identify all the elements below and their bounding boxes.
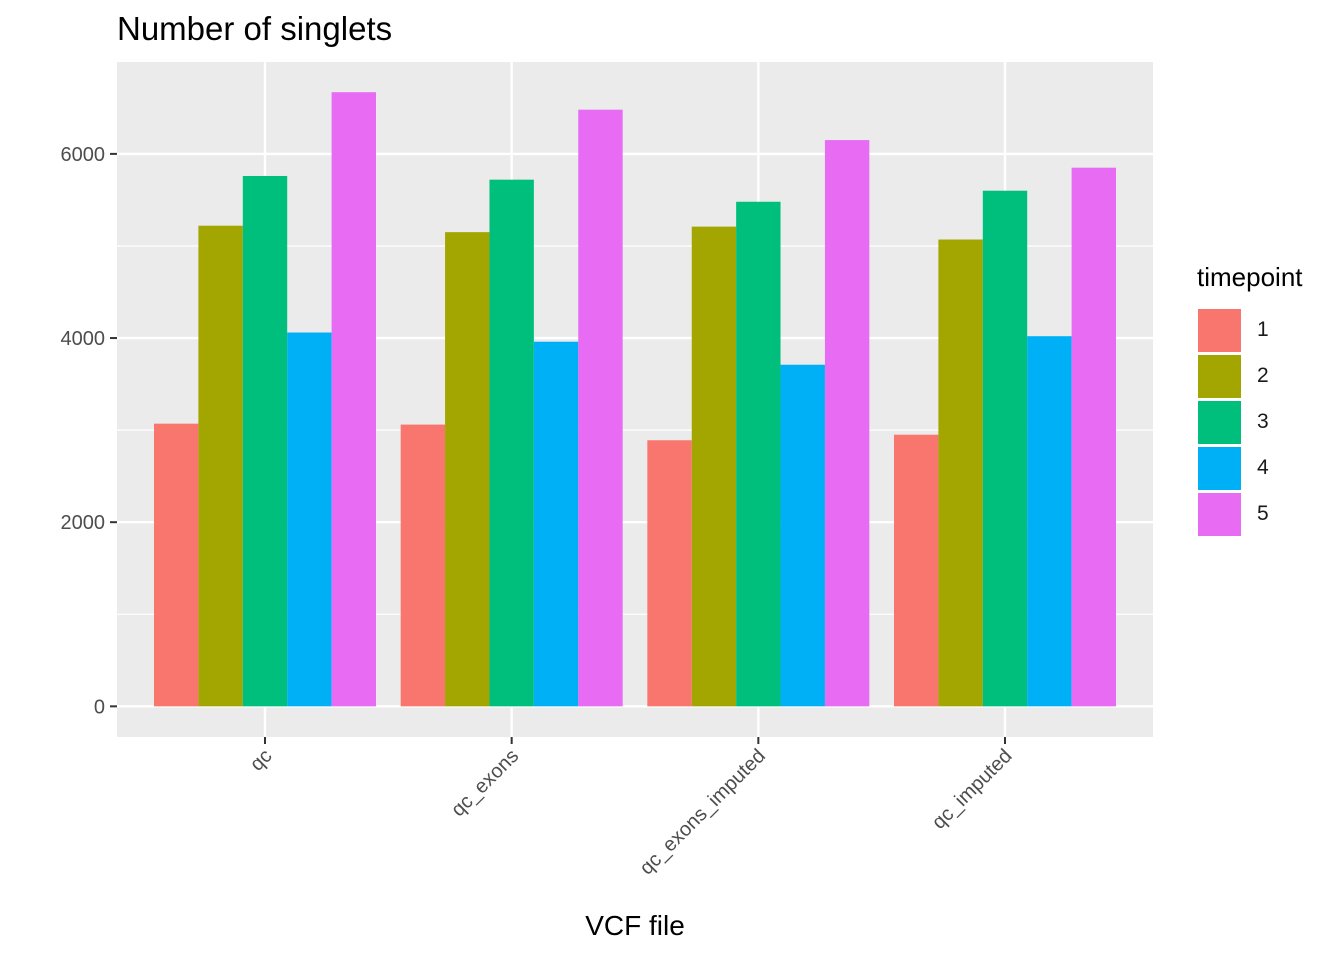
legend-label: 3 <box>1257 410 1269 433</box>
legend-swatch <box>1198 401 1241 444</box>
bar <box>894 434 939 707</box>
bar <box>331 92 376 707</box>
bar <box>938 239 983 707</box>
y-tick-label: 6000 <box>61 144 106 166</box>
y-axis: 0 2000 4000 6000 <box>61 144 117 718</box>
bar <box>489 179 534 707</box>
bars <box>154 92 1116 707</box>
x-axis: qc qc_exons qc_exons_imputed qc_imputed <box>246 737 1017 879</box>
bar <box>1071 167 1116 707</box>
legend-label: 2 <box>1257 364 1269 387</box>
bar <box>287 332 332 707</box>
bar <box>647 440 692 707</box>
x-tick-label: qc_exons <box>447 745 523 821</box>
bar <box>533 341 579 707</box>
bar <box>198 225 243 707</box>
x-tick-label: qc_imputed <box>928 745 1017 834</box>
bar <box>242 175 288 707</box>
chart-title: Number of singlets <box>117 10 393 47</box>
legend-label: 5 <box>1257 502 1269 525</box>
bar <box>736 201 781 707</box>
legend-label: 1 <box>1257 318 1269 341</box>
legend-swatch <box>1198 493 1241 536</box>
bar <box>400 424 446 707</box>
y-tick-label: 0 <box>94 696 105 718</box>
bar <box>445 232 490 707</box>
bar <box>1027 336 1072 707</box>
x-axis-title: VCF file <box>585 910 685 941</box>
legend-label: 4 <box>1257 456 1269 479</box>
bar <box>154 423 199 707</box>
legend-swatch <box>1198 355 1241 398</box>
y-tick-label: 4000 <box>61 328 106 350</box>
bar <box>982 190 1028 707</box>
x-tick-label: qc <box>246 745 276 775</box>
y-tick-label: 2000 <box>61 512 106 534</box>
x-tick-label: qc_exons_imputed <box>636 745 770 879</box>
legend-title: timepoint <box>1197 262 1303 292</box>
bar <box>780 364 825 707</box>
legend-swatch <box>1198 447 1241 490</box>
legend-swatch <box>1198 309 1241 352</box>
bar <box>824 140 870 707</box>
bar <box>578 109 623 707</box>
bar <box>691 226 737 707</box>
